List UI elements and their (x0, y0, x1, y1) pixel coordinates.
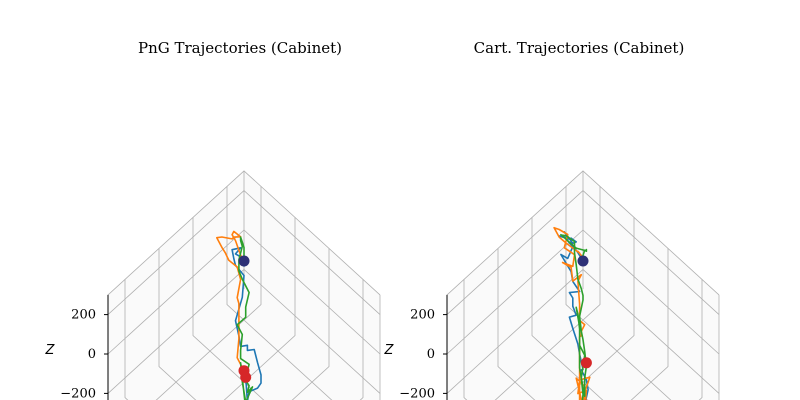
grid-line-y (124, 279, 129, 400)
grid-line-y (192, 217, 265, 400)
series-line-trajectory-3 (560, 233, 588, 400)
grid-line-y (531, 217, 604, 400)
grid-line-y (463, 279, 468, 400)
chart-title: Cart. Trajectories (Cabinet) (474, 39, 685, 57)
right-wall-pane (583, 170, 719, 400)
z-tick-label: −200 (399, 386, 435, 400)
grid-line-y (565, 186, 672, 400)
grid-line-x (562, 217, 635, 400)
end-point-marker (238, 365, 250, 377)
chart-png-trajectories: PnG Trajectories (Cabinet) 0200400600020… (45, 39, 381, 400)
z-tick-label: 200 (410, 308, 435, 323)
left-wall-pane (108, 170, 244, 400)
z-axis-label: Z (45, 343, 56, 358)
grid-line-x (223, 217, 296, 400)
right-wall-pane (244, 170, 380, 400)
z-axis-label: Z (384, 343, 395, 358)
grid-line-y (497, 248, 536, 400)
z-tick-label: 0 (427, 347, 435, 362)
grid-line-y (158, 248, 197, 400)
z-tick-label: 0 (88, 347, 96, 362)
grid-line-x (494, 186, 601, 400)
grid-line-x (155, 186, 262, 400)
left-wall-pane (447, 170, 583, 400)
z-tick-label: 200 (71, 308, 96, 323)
grid-line-x (291, 248, 330, 400)
chart-title: PnG Trajectories (Cabinet) (138, 39, 342, 57)
series-line-trajectory-2 (216, 230, 245, 372)
floor-pane (122, 289, 366, 400)
grid-line-y (226, 186, 333, 400)
start-point-marker (238, 255, 250, 267)
series-line-trajectory-3 (236, 236, 254, 400)
start-point-marker (577, 255, 589, 267)
end-point-marker (580, 357, 592, 369)
z-tick-label: −200 (60, 386, 96, 400)
grid-line-x (630, 248, 669, 400)
grid-line-x (359, 279, 364, 400)
grid-line-x (698, 279, 703, 400)
chart-cart-trajectories: Cart. Trajectories (Cabinet) 02004006000… (384, 39, 720, 400)
